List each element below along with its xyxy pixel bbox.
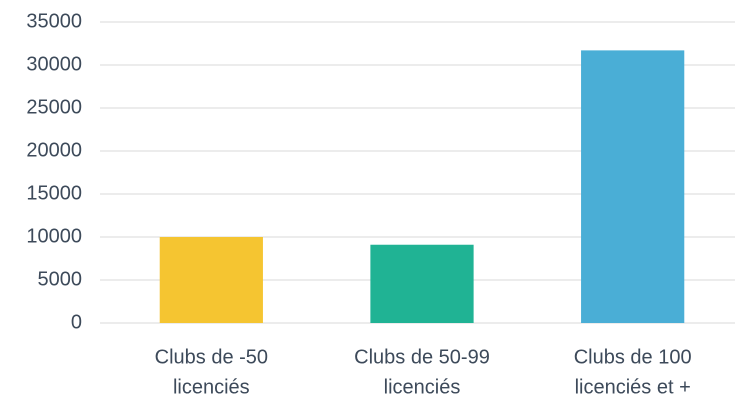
bar [581,50,685,323]
x-tick-label: Clubs de 50-99 [354,346,490,368]
x-tick-label: licenciés [384,376,461,398]
y-tick-label: 15000 [26,182,82,204]
y-tick-label: 5000 [38,268,83,290]
y-tick-label: 25000 [26,96,82,118]
x-tick-label: licenciés [173,376,250,398]
x-tick-label: Clubs de -50 [155,346,268,368]
y-tick-label: 10000 [26,225,82,247]
y-tick-label: 30000 [26,53,82,75]
y-tick-label: 0 [71,311,82,333]
bar [370,244,474,323]
y-tick-label: 20000 [26,139,82,161]
y-tick-label: 35000 [26,10,82,32]
bar [159,237,263,323]
x-tick-label: licenciés et + [575,376,691,398]
x-tick-label: Clubs de 100 [574,346,692,368]
